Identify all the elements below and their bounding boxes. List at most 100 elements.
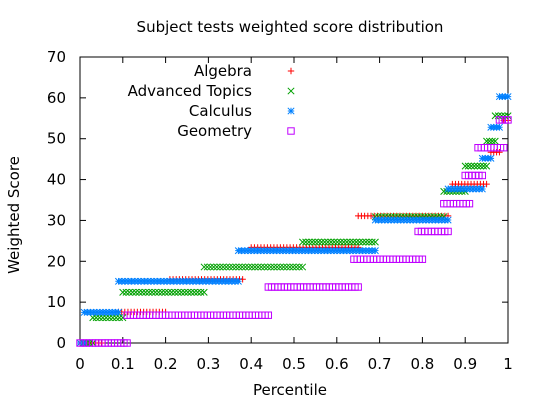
data-point-calculus	[80, 339, 88, 347]
data-point-geometry	[500, 144, 508, 152]
data-point-advanced-topics	[311, 238, 319, 246]
legend-label-geometry: Geometry	[177, 122, 252, 140]
data-point-calculus	[160, 277, 168, 285]
legend-marker-geometry	[287, 127, 295, 135]
data-point-calculus	[444, 216, 452, 224]
data-point-advanced-topics	[483, 162, 491, 170]
data-point-calculus	[114, 308, 123, 316]
data-point-calculus	[225, 277, 233, 285]
data-point-geometry	[504, 116, 512, 124]
data-point-advanced-topics	[102, 314, 110, 322]
data-point-advanced-topics	[317, 238, 326, 246]
data-point-advanced-topics	[194, 288, 202, 296]
data-point-geometry	[354, 283, 362, 291]
y-axis-title: Weighted Score	[5, 156, 23, 274]
data-point-advanced-topics	[241, 263, 249, 271]
data-point-calculus	[487, 154, 495, 162]
data-point-advanced-topics	[222, 263, 230, 271]
x-tick-label: 0.9	[453, 355, 477, 373]
data-point-calculus	[147, 277, 155, 285]
data-point-advanced-topics	[213, 263, 221, 271]
data-point-calculus	[118, 277, 126, 285]
data-point-advanced-topics	[355, 238, 364, 246]
data-point-calculus	[124, 277, 132, 285]
data-point-calculus	[221, 277, 229, 285]
data-point-calculus	[192, 277, 200, 285]
data-point-calculus	[153, 277, 161, 285]
data-point-advanced-topics	[232, 263, 240, 271]
data-point-advanced-topics	[324, 238, 332, 246]
data-point-advanced-topics	[119, 314, 127, 322]
data-point-advanced-topics	[485, 137, 494, 145]
data-point-calculus	[195, 277, 204, 285]
data-point-advanced-topics	[216, 263, 224, 271]
data-point-advanced-topics	[295, 263, 303, 271]
data-point-advanced-topics	[225, 263, 234, 271]
data-point-advanced-topics	[340, 238, 348, 246]
data-point-calculus	[163, 277, 171, 285]
data-point-advanced-topics	[138, 288, 146, 296]
data-point-calculus	[179, 277, 187, 285]
data-point-advanced-topics	[119, 288, 127, 296]
data-point-advanced-topics	[200, 288, 208, 296]
data-point-calculus	[504, 93, 512, 101]
data-point-calculus	[218, 277, 226, 285]
data-point-advanced-topics	[264, 263, 272, 271]
data-point-advanced-topics	[187, 288, 195, 296]
data-point-advanced-topics	[343, 238, 351, 246]
data-point-calculus	[199, 277, 207, 285]
data-point-advanced-topics	[473, 162, 481, 170]
data-point-calculus	[134, 277, 142, 285]
data-point-advanced-topics	[251, 263, 259, 271]
data-point-advanced-topics	[129, 288, 137, 296]
data-point-calculus	[157, 277, 165, 285]
data-point-calculus	[189, 277, 197, 285]
data-point-geometry	[465, 199, 474, 208]
data-point-advanced-topics	[352, 238, 360, 246]
data-point-calculus	[371, 247, 379, 255]
data-point-geometry	[444, 227, 452, 236]
y-tick-label: 30	[47, 211, 66, 229]
x-tick-label: 0.2	[154, 355, 178, 373]
data-point-advanced-topics	[467, 162, 475, 170]
data-point-advanced-topics	[333, 238, 341, 246]
data-point-advanced-topics	[483, 137, 491, 145]
data-point-advanced-topics	[142, 288, 150, 296]
data-point-advanced-topics	[365, 238, 373, 246]
y-tick-label: 0	[56, 334, 66, 352]
data-point-advanced-topics	[286, 263, 294, 271]
legend-marker-calculus	[287, 107, 295, 115]
x-tick-label: 0.4	[239, 355, 263, 373]
data-point-calculus	[121, 277, 129, 285]
data-point-calculus	[478, 185, 486, 193]
data-point-advanced-topics	[168, 288, 176, 296]
data-point-calculus	[208, 277, 217, 285]
data-point-calculus	[234, 277, 242, 285]
data-point-calculus	[228, 277, 236, 285]
data-point-advanced-topics	[327, 238, 335, 246]
data-point-advanced-topics	[184, 288, 192, 296]
data-point-advanced-topics	[171, 288, 179, 296]
data-point-advanced-topics	[283, 263, 291, 271]
x-tick-label: 0.3	[196, 355, 220, 373]
data-point-advanced-topics	[203, 263, 211, 271]
data-point-geometry	[264, 311, 273, 319]
data-point-advanced-topics	[314, 238, 322, 246]
series-calculus	[76, 93, 512, 347]
data-point-advanced-topics	[219, 263, 227, 271]
data-point-advanced-topics	[210, 263, 218, 271]
data-point-advanced-topics	[155, 288, 163, 296]
legend-label-calculus: Calculus	[189, 102, 252, 120]
data-point-advanced-topics	[279, 263, 288, 271]
data-point-advanced-topics	[238, 263, 246, 271]
data-point-advanced-topics	[132, 288, 140, 296]
data-point-geometry	[478, 171, 487, 180]
y-tick-label: 60	[47, 89, 66, 107]
data-point-calculus	[140, 277, 148, 285]
data-point-advanced-topics	[321, 238, 329, 246]
data-point-calculus	[182, 277, 191, 285]
legend-label-advanced-topics: Advanced Topics	[128, 82, 253, 100]
data-point-advanced-topics	[229, 263, 237, 271]
data-point-calculus	[495, 123, 503, 131]
